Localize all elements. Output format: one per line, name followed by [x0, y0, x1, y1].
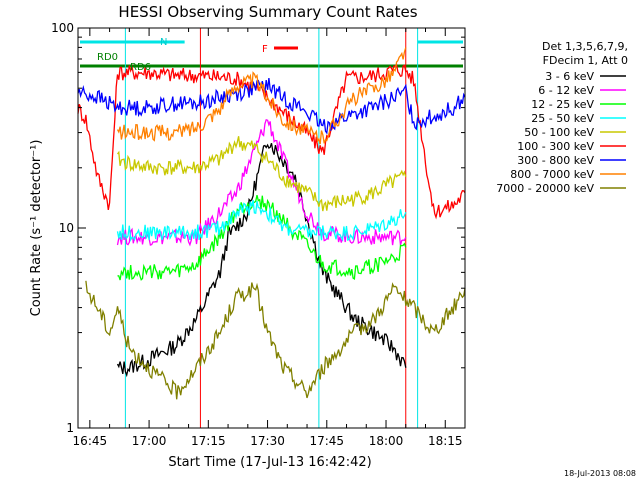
plot-area	[77, 28, 466, 428]
series-line-7	[77, 78, 466, 135]
saa-label-rd0: RD0	[97, 52, 118, 63]
x-tick-label: 17:30	[250, 434, 285, 448]
legend-header-1: Det 1,3,5,6,7,9,	[542, 40, 628, 53]
legend-label: 25 - 50 keV	[531, 112, 594, 125]
series-line-5	[116, 136, 407, 212]
legend-header-2: FDecim 1, Att 0	[543, 54, 628, 67]
legend-label: 50 - 100 keV	[524, 126, 594, 139]
x-axis-label: Start Time (17-Jul-13 16:42:42)	[168, 455, 371, 470]
saa-label-rd6: RD6	[130, 62, 151, 73]
legend-label: 7000 - 20000 keV	[496, 182, 594, 195]
x-axis: 16:45 17:00 17:15 17:30 17:45 18:00 18:15	[73, 28, 463, 448]
series-line-3	[117, 194, 407, 281]
x-tick-label: 17:15	[191, 434, 226, 448]
y-tick-label: 100	[51, 21, 74, 35]
annotations: N RD0 RD6 F	[97, 37, 268, 73]
legend: Det 1,3,5,6,7,9, FDecim 1, Att 0 3 - 6 k…	[496, 40, 628, 195]
x-tick-label: 18:15	[428, 434, 463, 448]
flare-label: F	[262, 44, 268, 55]
x-tick-label: 16:45	[73, 434, 108, 448]
y-axis: 1 10 100	[51, 21, 465, 435]
series-line-4	[116, 199, 407, 243]
legend-label: 6 - 12 keV	[538, 84, 594, 97]
chart-title: HESSI Observing Summary Count Rates	[118, 3, 417, 21]
legend-label: 3 - 6 keV	[545, 70, 594, 83]
night-label: N	[160, 37, 167, 48]
legend-label: 300 - 800 keV	[517, 154, 594, 167]
x-tick-label: 18:00	[369, 434, 404, 448]
legend-label: 800 - 7000 keV	[510, 168, 594, 181]
timestamp: 18-Jul-2013 08:08	[564, 469, 636, 478]
legend-label: 100 - 300 keV	[517, 140, 594, 153]
series-line-6	[77, 63, 466, 220]
series-line-8	[116, 47, 407, 145]
x-tick-label: 17:00	[132, 434, 167, 448]
legend-label: 12 - 25 keV	[531, 98, 594, 111]
y-tick-label: 10	[59, 221, 74, 235]
y-tick-label: 1	[66, 421, 74, 435]
series-line-9	[85, 280, 466, 400]
y-axis-label: Count Rate (s⁻¹ detector⁻¹)	[29, 140, 44, 317]
x-tick-label: 17:45	[309, 434, 344, 448]
